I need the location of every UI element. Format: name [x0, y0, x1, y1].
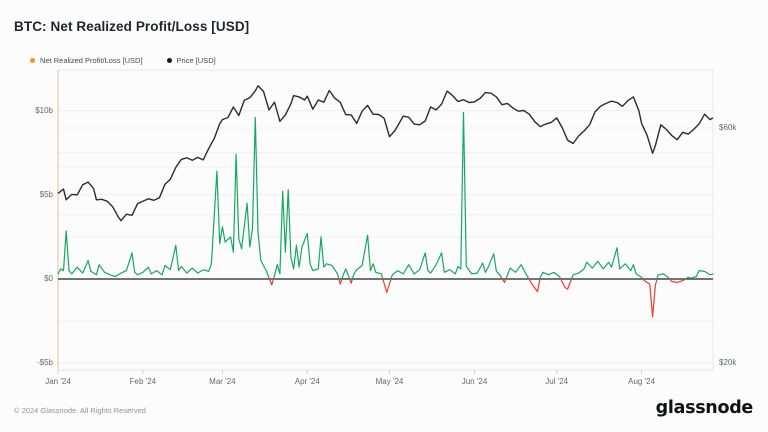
page-title: BTC: Net Realized Profit/Loss [USD] [14, 19, 250, 34]
y-axis-left-tick-label: $10b [35, 105, 53, 115]
x-axis-tick-label: Jun '24 [461, 377, 488, 386]
y-axis-left-tick-label: -$5b [36, 358, 53, 368]
legend-label: Price [USD] [176, 56, 216, 65]
legend-dot-orange-icon [30, 58, 35, 63]
y-axis-left-tick-label: $0 [44, 274, 53, 283]
x-axis-tick-label: May '24 [375, 377, 404, 386]
legend-label: Net Realized Profit/Loss [USD] [40, 56, 143, 65]
y-axis-right-tick-label: $60k [719, 123, 737, 132]
x-axis-tick-label: Jul '24 [545, 377, 569, 386]
glassnode-logo[interactable]: glassnode [655, 398, 754, 418]
x-axis-tick-label: Aug '24 [628, 377, 656, 386]
x-axis-tick-label: Mar '24 [209, 377, 236, 386]
legend-item-price[interactable]: Price [USD] [166, 56, 216, 65]
y-axis-left-tick-label: $5b [39, 189, 53, 199]
x-axis-tick-label: Feb '24 [129, 377, 157, 386]
x-axis-tick-label: Jan '24 [45, 377, 71, 386]
legend-item-net-realized-profit-loss[interactable]: Net Realized Profit/Loss [USD] [30, 56, 143, 65]
y-axis-right-tick-label: $20k [719, 358, 737, 367]
x-axis-tick-label: Apr '24 [294, 377, 320, 386]
chart-legend: Net Realized Profit/Loss [USD] Price [US… [30, 56, 216, 65]
legend-dot-black-icon [166, 58, 172, 63]
copyright-text: © 2024 Glassnode. All Rights Reserved. [14, 406, 148, 415]
